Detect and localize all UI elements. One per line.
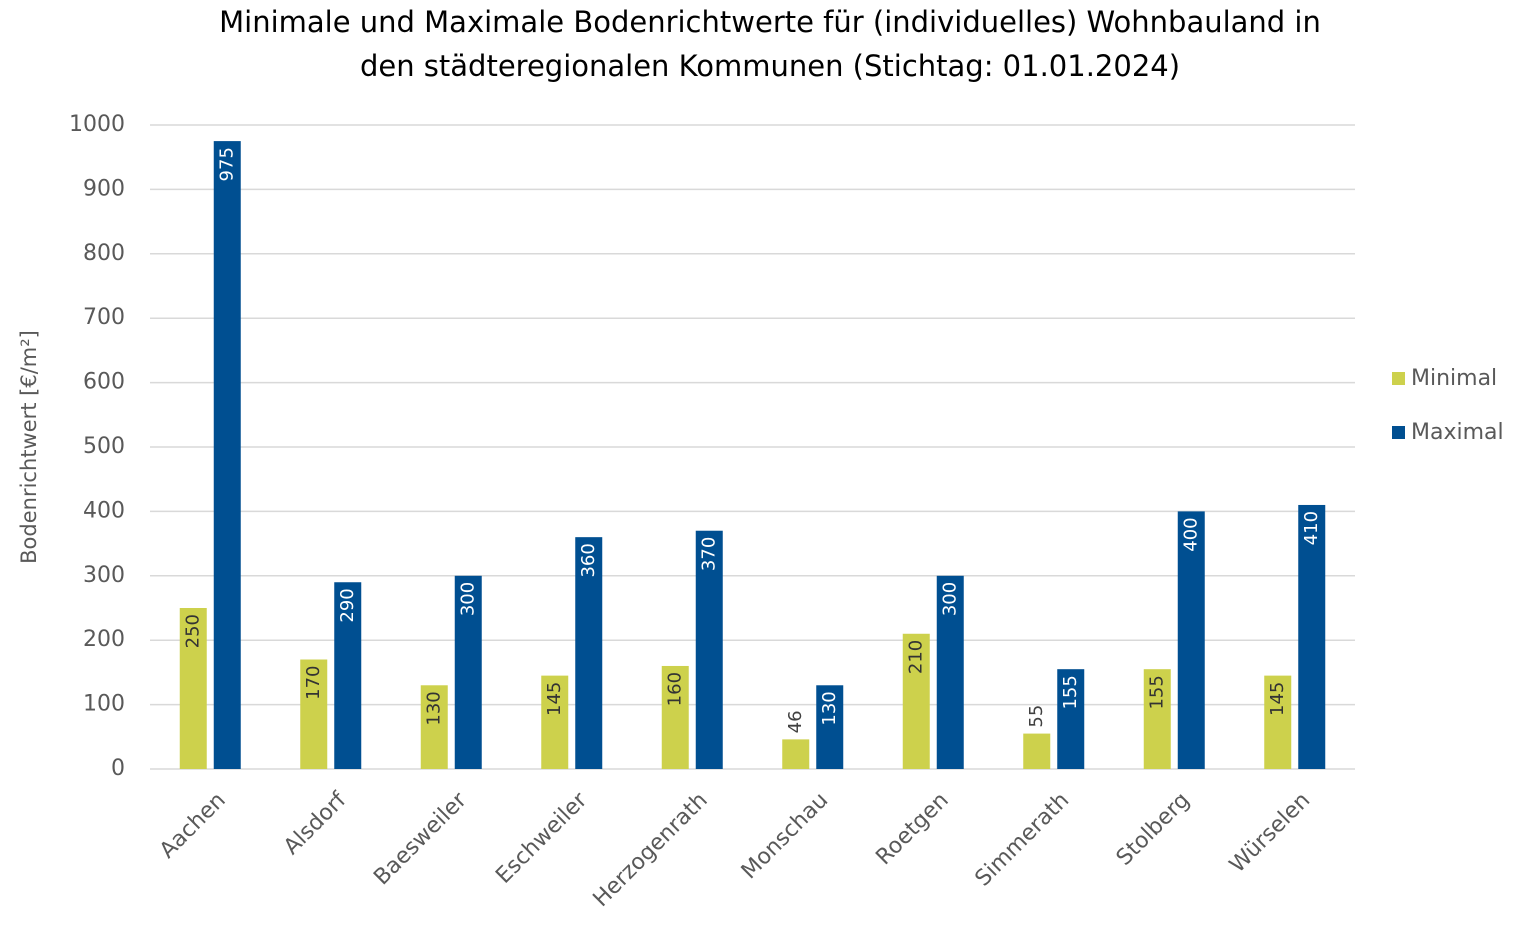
x-tick-label: Alsdorf bbox=[279, 787, 352, 860]
data-label: 155 bbox=[1060, 675, 1081, 709]
y-tick-label: 200 bbox=[83, 627, 125, 652]
data-label: 130 bbox=[819, 691, 840, 725]
bar bbox=[1298, 504, 1326, 769]
bar bbox=[661, 665, 689, 769]
x-tick-label: Eschweiler bbox=[491, 787, 593, 889]
bar bbox=[1264, 675, 1292, 769]
legend-swatch bbox=[1392, 372, 1405, 385]
x-tick-label: Baesweiler bbox=[369, 787, 472, 890]
chart-title: den städteregionalen Kommunen (Stichtag:… bbox=[360, 49, 1180, 83]
bar bbox=[420, 685, 448, 769]
bar bbox=[1177, 511, 1205, 769]
y-tick-label: 600 bbox=[83, 370, 125, 395]
data-label: 250 bbox=[182, 614, 203, 648]
data-label: 145 bbox=[1267, 682, 1288, 716]
legend-label: Maximal bbox=[1411, 420, 1504, 445]
bar bbox=[334, 582, 362, 769]
data-label: 155 bbox=[1146, 675, 1167, 709]
bar bbox=[816, 685, 844, 769]
bar bbox=[1023, 733, 1051, 769]
y-tick-label: 100 bbox=[83, 692, 125, 717]
bar bbox=[575, 537, 603, 769]
data-label: 400 bbox=[1180, 517, 1201, 551]
chart-title: Minimale und Maximale Bodenrichtwerte fü… bbox=[219, 5, 1321, 39]
x-tick-label: Stolberg bbox=[1112, 788, 1195, 871]
bar bbox=[454, 575, 482, 769]
data-label: 360 bbox=[578, 543, 599, 577]
data-label: 410 bbox=[1301, 511, 1322, 545]
bar bbox=[902, 633, 930, 769]
x-tick-label: Monschau bbox=[737, 788, 833, 884]
data-label: 290 bbox=[337, 588, 358, 622]
data-label: 46 bbox=[785, 710, 806, 733]
data-label: 210 bbox=[905, 640, 926, 674]
bar bbox=[300, 659, 328, 769]
data-label: 300 bbox=[457, 582, 478, 616]
data-label: 975 bbox=[216, 147, 237, 181]
legend-swatch bbox=[1392, 426, 1405, 439]
y-tick-label: 800 bbox=[83, 241, 125, 266]
x-tick-label: Herzogenrath bbox=[589, 788, 713, 912]
bar bbox=[541, 675, 569, 769]
data-label: 370 bbox=[698, 537, 719, 571]
bar bbox=[782, 739, 810, 769]
data-label: 160 bbox=[664, 672, 685, 706]
y-tick-label: 0 bbox=[111, 756, 125, 781]
y-tick-label: 900 bbox=[83, 176, 125, 201]
x-tick-label: Roetgen bbox=[871, 788, 953, 870]
y-tick-label: 400 bbox=[83, 498, 125, 523]
x-tick-label: Aachen bbox=[155, 788, 231, 864]
bar bbox=[695, 530, 723, 769]
data-label: 55 bbox=[1026, 705, 1047, 728]
data-label: 300 bbox=[939, 582, 960, 616]
bar bbox=[1143, 669, 1171, 769]
y-tick-label: 500 bbox=[83, 434, 125, 459]
y-tick-label: 300 bbox=[83, 563, 125, 588]
x-tick-label: Simmerath bbox=[971, 788, 1075, 892]
bar bbox=[179, 608, 207, 769]
data-label: 170 bbox=[303, 666, 324, 700]
legend-label: Minimal bbox=[1411, 366, 1497, 391]
y-axis-label: Bodenrichtwert [€/m²] bbox=[17, 330, 41, 564]
y-tick-label: 1000 bbox=[69, 112, 125, 137]
bar bbox=[936, 575, 964, 769]
bar bbox=[1057, 669, 1085, 769]
x-tick-label: Würselen bbox=[1225, 788, 1315, 878]
bar bbox=[213, 141, 241, 770]
y-tick-label: 700 bbox=[83, 305, 125, 330]
data-label: 145 bbox=[544, 682, 565, 716]
data-label: 130 bbox=[423, 691, 444, 725]
